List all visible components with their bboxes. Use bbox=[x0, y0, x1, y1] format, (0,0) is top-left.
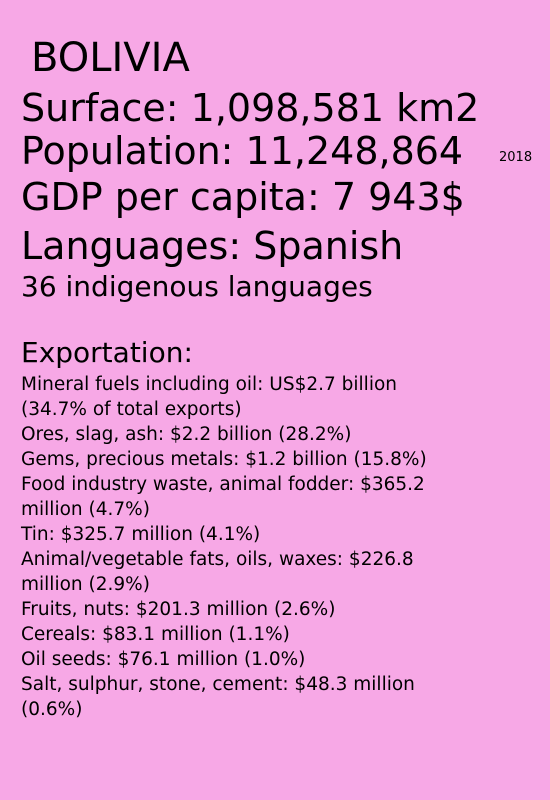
export-item: Mineral fuels including oil: US$2.7 bill… bbox=[21, 372, 521, 422]
export-item-line: Animal/vegetable fats, oils, waxes: $226… bbox=[21, 549, 414, 570]
export-item-line: million (2.9%) bbox=[21, 574, 150, 595]
export-item: Gems, precious metals: $1.2 billion (15.… bbox=[21, 447, 521, 472]
export-item-line: Gems, precious metals: $1.2 billion (15.… bbox=[21, 449, 427, 470]
export-item-line: Oil seeds: $76.1 million (1.0%) bbox=[21, 649, 306, 670]
export-item-line: Tin: $325.7 million (4.1%) bbox=[21, 524, 261, 545]
export-item-line: Mineral fuels including oil: US$2.7 bill… bbox=[21, 374, 397, 395]
gdp-stat: GDP per capita: 7 943$ bbox=[21, 175, 465, 219]
country-title: BOLIVIA bbox=[31, 35, 190, 81]
exportation-list: Mineral fuels including oil: US$2.7 bill… bbox=[21, 372, 521, 722]
export-item: Fruits, nuts: $201.3 million (2.6%) bbox=[21, 597, 521, 622]
export-item: Tin: $325.7 million (4.1%) bbox=[21, 522, 521, 547]
exportation-heading: Exportation: bbox=[21, 336, 193, 369]
export-item-line: Food industry waste, animal fodder: $365… bbox=[21, 474, 425, 495]
export-item-line: Salt, sulphur, stone, cement: $48.3 mill… bbox=[21, 674, 415, 695]
export-item-line: Ores, slag, ash: $2.2 billion (28.2%) bbox=[21, 424, 352, 445]
languages-stat: Languages: Spanish bbox=[21, 224, 404, 268]
indigenous-languages: 36 indigenous languages bbox=[21, 270, 373, 303]
surface-stat: Surface: 1,098,581 km2 bbox=[21, 86, 480, 130]
export-item: Ores, slag, ash: $2.2 billion (28.2%) bbox=[21, 422, 521, 447]
export-item: Salt, sulphur, stone, cement: $48.3 mill… bbox=[21, 672, 521, 722]
export-item: Food industry waste, animal fodder: $365… bbox=[21, 472, 521, 522]
population-year: 2018 bbox=[499, 150, 533, 165]
export-item-line: million (4.7%) bbox=[21, 499, 150, 520]
export-item-line: Fruits, nuts: $201.3 million (2.6%) bbox=[21, 599, 336, 620]
export-item-line: (34.7% of total exports) bbox=[21, 399, 242, 420]
export-item-line: (0.6%) bbox=[21, 699, 83, 720]
export-item: Cereals: $83.1 million (1.1%) bbox=[21, 622, 521, 647]
export-item: Animal/vegetable fats, oils, waxes: $226… bbox=[21, 547, 521, 597]
population-stat: Population: 11,248,864 bbox=[21, 129, 464, 173]
export-item-line: Cereals: $83.1 million (1.1%) bbox=[21, 624, 290, 645]
export-item: Oil seeds: $76.1 million (1.0%) bbox=[21, 647, 521, 672]
